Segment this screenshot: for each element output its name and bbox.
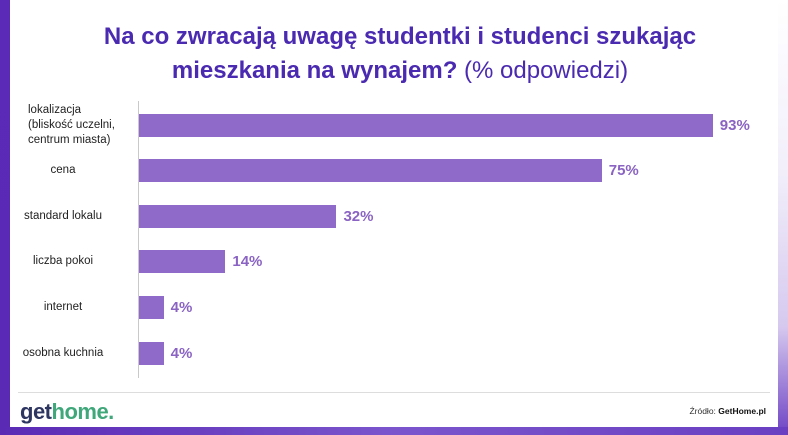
y-axis-line (138, 101, 139, 378)
frame-bottom-border (0, 427, 788, 435)
bar-value-label-4: 14% (232, 253, 263, 271)
category-label-1: lokalizacja (bliskość uczelni, centrum mia… (28, 103, 138, 148)
category-label-line: internet (43, 300, 83, 313)
footer-divider (18, 392, 770, 393)
bar-value-label-5: 4% (170, 298, 193, 316)
category-label-2: cena (0, 163, 128, 178)
source-label: Źródło: (689, 406, 716, 416)
bar-6 (139, 341, 164, 365)
frame-left-border (0, 0, 10, 435)
category-label-4: liczba pokoi (0, 254, 128, 269)
category-label-line: centrum miasta) (28, 133, 111, 146)
chart-title-main: Na co zwracają uwagę studentki i studenc… (103, 23, 697, 84)
bar-value-label-2: 75% (608, 162, 639, 180)
bar-value-label-3: 32% (343, 207, 374, 225)
frame-right-border (778, 0, 788, 435)
category-label-line: cena (50, 164, 76, 177)
bar-3 (139, 204, 337, 228)
chart-title: Na co zwracają uwagę studentki i studenc… (40, 20, 760, 88)
bar-value-label-6: 4% (170, 344, 193, 362)
category-label-6: osobna kuchnia (0, 346, 128, 361)
bar-1 (139, 113, 713, 137)
bar-4 (139, 250, 226, 274)
category-label-line: lokalizacja (28, 103, 82, 116)
logo-text-get: get (20, 399, 52, 424)
gethome-logo[interactable]: gethome. (20, 398, 114, 426)
bar-2 (139, 159, 602, 183)
category-label-line: standard lokalu (24, 209, 102, 222)
chart-title-suffix: (% odpowiedzi) (464, 57, 629, 84)
category-label-line: (bliskość uczelni, (28, 118, 115, 131)
bar-5 (139, 295, 164, 319)
category-label-3: standard lokalu (0, 209, 128, 224)
category-label-line: osobna kuchnia (22, 346, 104, 359)
source-note: Źródło: GetHome.pl (689, 406, 766, 416)
source-name: GetHome.pl (718, 406, 766, 416)
logo-text-home: home. (51, 399, 115, 424)
category-label-line: liczba pokoi (32, 255, 94, 268)
category-label-5: internet (0, 300, 128, 315)
bar-value-label-1: 93% (719, 116, 750, 134)
